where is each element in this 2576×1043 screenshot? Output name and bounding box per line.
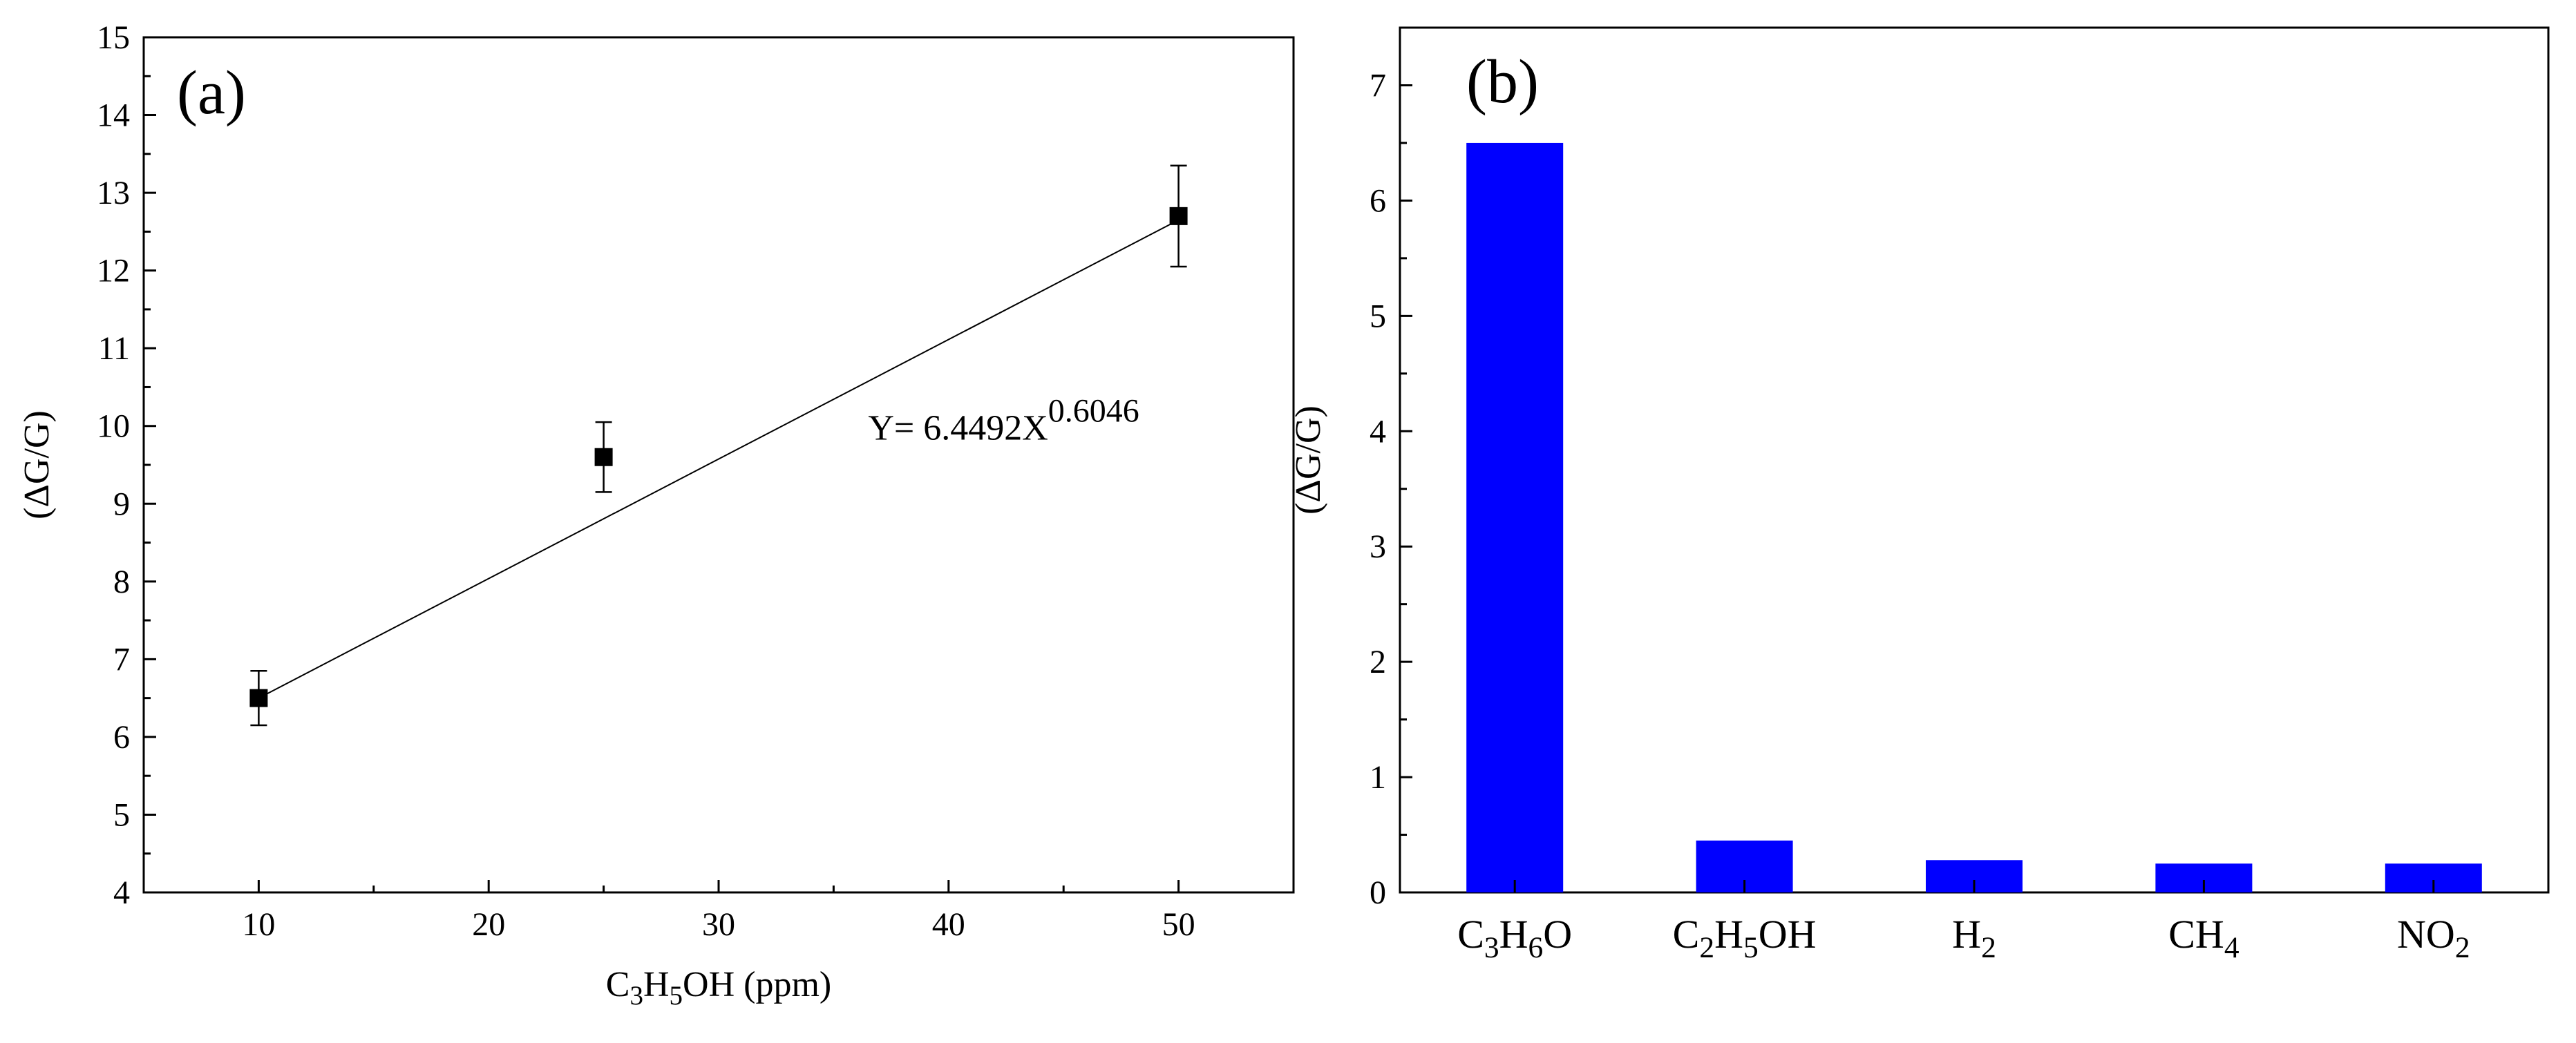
formula-text: OH (ppm)	[683, 965, 831, 1004]
x-tick-label-a: 10	[242, 906, 275, 943]
fit-equation-exponent: 0.6046	[1048, 393, 1139, 430]
y-tick-label-b: 5	[1370, 298, 1386, 334]
data-point	[594, 448, 613, 466]
panel-a-chart: 4 5 6 7 8 9 10 11 12 13 14 15 10 20 30 40 50 Y= 6.4492X0.…	[17, 19, 1295, 1011]
y-tick-label-b: 3	[1370, 528, 1386, 565]
panel-label-a: (a)	[177, 59, 246, 127]
data-point	[1169, 207, 1188, 225]
y-axis-title-a: (ΔG/G)	[17, 410, 57, 519]
y-tick-label-b: 4	[1370, 413, 1386, 450]
bar	[1466, 142, 1564, 892]
formula-subscript: 4	[2224, 931, 2239, 964]
x-tick-label-a: 40	[932, 906, 965, 943]
y-tick-label-a: 4	[113, 874, 130, 911]
y-tick-label-a: 13	[97, 175, 130, 211]
y-tick-label-a: 14	[97, 97, 130, 134]
category-label: CH4	[2168, 912, 2239, 964]
data-point	[249, 689, 268, 707]
y-tick-label-a: 9	[113, 486, 130, 522]
formula-text: H	[1714, 912, 1743, 957]
fit-equation: Y= 6.4492X0.6046	[868, 393, 1139, 448]
formula-subscript: 2	[1981, 931, 1996, 964]
formula-text: H	[1499, 912, 1528, 957]
x-tick-label-a: 30	[702, 906, 735, 943]
y-tick-label-b: 6	[1370, 182, 1386, 219]
y-tick-label-a: 10	[97, 408, 130, 445]
formula-text: H	[1952, 912, 1981, 957]
category-label: NO2	[2397, 912, 2470, 964]
formula-text: O	[1543, 912, 1572, 957]
y-tick-label-a: 11	[98, 330, 130, 367]
x-tick-label-a: 20	[472, 906, 505, 943]
x-tick-label-a: 50	[1162, 906, 1195, 943]
formula-subscript: 3	[629, 981, 643, 1011]
formula-text: NO	[2397, 912, 2455, 957]
category-label: C3H6O	[1457, 912, 1572, 964]
formula-subscript: 3	[1484, 931, 1499, 964]
formula-text: OH	[1759, 912, 1817, 957]
panel-label-b: (b)	[1466, 48, 1539, 116]
category-label: H2	[1952, 912, 1996, 964]
y-tick-label-a: 8	[113, 564, 130, 600]
y-tick-label-b: 7	[1370, 67, 1386, 104]
fit-line	[258, 219, 1180, 699]
y-tick-label-a: 12	[97, 253, 130, 289]
formula-text: C	[1457, 912, 1484, 957]
y-tick-label-b: 0	[1370, 874, 1386, 911]
formula-subscript: 6	[1528, 931, 1544, 964]
y-tick-label-a: 15	[97, 19, 130, 56]
y-tick-label-a: 6	[113, 719, 130, 756]
category-label: C2H5OH	[1673, 912, 1817, 964]
plot-frame-b	[1399, 26, 2550, 894]
y-axis-title-b: (ΔG/G)	[1289, 405, 1328, 515]
formula-subscript: 5	[670, 981, 683, 1011]
formula-subscript: 2	[2455, 931, 2470, 964]
formula-subscript: 5	[1743, 931, 1759, 964]
formula-text: C	[606, 965, 630, 1004]
fit-equation-base: Y= 6.4492X	[868, 409, 1048, 448]
formula-text: CH	[2168, 912, 2224, 957]
y-tick-label-a: 5	[113, 796, 130, 833]
y-tick-label-a: 7	[113, 641, 130, 678]
plot-frame-a	[142, 36, 1295, 894]
formula-text: H	[643, 965, 670, 1004]
y-tick-label-b: 2	[1370, 644, 1386, 680]
formula-text: C	[1673, 912, 1700, 957]
x-axis-title-a: C3H5OH (ppm)	[606, 965, 831, 1011]
y-tick-label-b: 1	[1370, 759, 1386, 796]
formula-subscript: 2	[1699, 931, 1714, 964]
